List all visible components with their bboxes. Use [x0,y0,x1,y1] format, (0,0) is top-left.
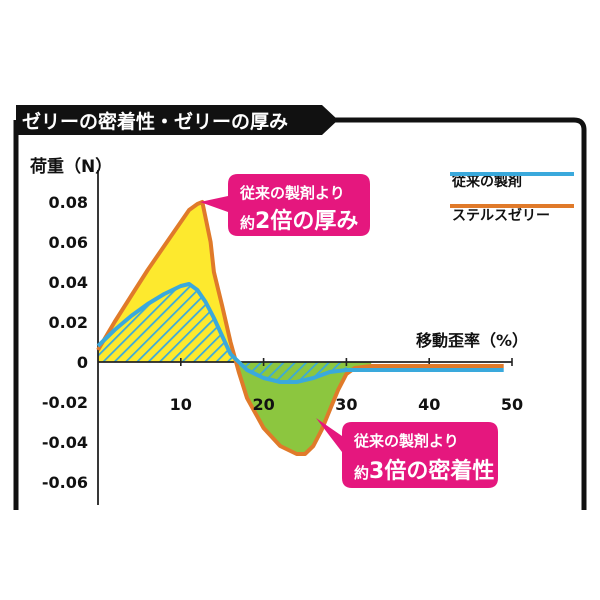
legend: 従来の製剤 ステルスゼリー [450,172,574,224]
series-lines [96,200,504,456]
title-bar: ゼリーの密着性・ゼリーの厚み [13,105,587,510]
stealth-negative-area [236,362,372,454]
x-tick-label: 50 [501,395,523,414]
y-tick-label: -0.04 [42,433,88,452]
axes [97,170,513,505]
series-line-conventional [96,282,504,384]
callout-thickness-line2: 約2倍の厚み [240,208,358,234]
legend-label-series-2: ステルスゼリー [452,207,550,224]
callout-thickness-box [200,174,370,236]
x-tick-label: 20 [252,395,274,414]
y-tick-label: 0.06 [49,233,88,252]
x-tick-label: 10 [170,395,192,414]
y-tick-label: 0.04 [49,273,88,292]
conventional-positive-hatch [98,284,239,362]
callout-adhesion-line1: 従来の製剤より [353,432,459,450]
x-tick-label: 40 [418,395,440,414]
series-line-stealth [96,200,504,456]
area-fills [98,202,372,454]
title-background [16,105,338,135]
x-axis-title: 移動歪率（%） [416,331,528,350]
callout-thickness-line1: 従来の製剤より [239,184,345,202]
y-tick-label: 0 [77,353,88,372]
callout-thickness: 従来の製剤より 約2倍の厚み [200,174,370,236]
callout-adhesion-box [316,418,498,488]
y-tick-label: 0.08 [49,193,88,212]
y-tick-labels: 0.08 0.06 0.04 0.02 0 -0.02 -0.04 -0.06 [42,193,88,492]
y-axis-title: 荷重（N） [30,156,112,177]
chart-title: ゼリーの密着性・ゼリーの厚み [22,110,288,133]
y-tick-label: 0.02 [49,313,88,332]
y-tick-label: -0.02 [42,393,88,412]
x-tick-labels: 10 20 30 40 50 [170,395,523,414]
y-tick-label: -0.06 [42,473,88,492]
frame-border [13,117,587,510]
callout-adhesion-line2: 約3倍の密着性 [354,458,494,484]
callout-adhesion: 従来の製剤より 約3倍の密着性 [316,418,498,488]
legend-label-series-1: 従来の製剤 [451,173,522,190]
x-tick-label: 30 [335,395,357,414]
